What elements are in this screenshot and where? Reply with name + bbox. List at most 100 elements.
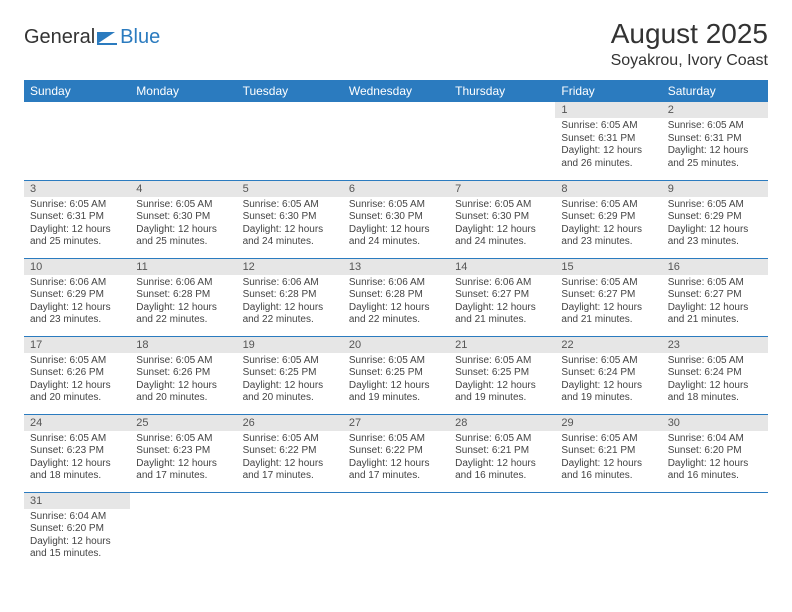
calendar-row: 3Sunrise: 6:05 AMSunset: 6:31 PMDaylight… (24, 180, 768, 258)
day-number: 8 (555, 181, 661, 197)
weekday-header: Monday (130, 80, 236, 102)
day-number: 11 (130, 259, 236, 275)
day-sunset: Sunset: 6:27 PM (668, 289, 762, 302)
day-sunrise: Sunrise: 6:04 AM (668, 433, 762, 446)
day-details: Sunrise: 6:06 AMSunset: 6:28 PMDaylight:… (343, 275, 449, 331)
calendar-cell: 31Sunrise: 6:04 AMSunset: 6:20 PMDayligh… (24, 492, 130, 570)
day-day2: and 22 minutes. (136, 314, 230, 327)
day-day1: Daylight: 12 hours (455, 302, 549, 315)
calendar-cell: 24Sunrise: 6:05 AMSunset: 6:23 PMDayligh… (24, 414, 130, 492)
day-day1: Daylight: 12 hours (349, 458, 443, 471)
day-day2: and 20 minutes. (243, 392, 337, 405)
day-details: Sunrise: 6:05 AMSunset: 6:25 PMDaylight:… (449, 353, 555, 409)
day-day1: Daylight: 12 hours (136, 458, 230, 471)
day-day1: Daylight: 12 hours (30, 380, 124, 393)
day-day2: and 17 minutes. (243, 470, 337, 483)
day-details: Sunrise: 6:05 AMSunset: 6:25 PMDaylight:… (237, 353, 343, 409)
day-day2: and 24 minutes. (349, 236, 443, 249)
calendar-cell: 23Sunrise: 6:05 AMSunset: 6:24 PMDayligh… (662, 336, 768, 414)
day-day1: Daylight: 12 hours (455, 224, 549, 237)
weekday-header: Sunday (24, 80, 130, 102)
day-details: Sunrise: 6:05 AMSunset: 6:30 PMDaylight:… (237, 197, 343, 253)
day-day1: Daylight: 12 hours (455, 458, 549, 471)
day-day2: and 21 minutes. (668, 314, 762, 327)
calendar-cell: 29Sunrise: 6:05 AMSunset: 6:21 PMDayligh… (555, 414, 661, 492)
calendar-cell: 28Sunrise: 6:05 AMSunset: 6:21 PMDayligh… (449, 414, 555, 492)
day-number: 24 (24, 415, 130, 431)
day-sunrise: Sunrise: 6:05 AM (455, 433, 549, 446)
day-sunrise: Sunrise: 6:06 AM (30, 277, 124, 290)
day-day1: Daylight: 12 hours (349, 380, 443, 393)
logo: General Blue (24, 18, 160, 49)
day-day1: Daylight: 12 hours (561, 302, 655, 315)
day-day1: Daylight: 12 hours (30, 302, 124, 315)
day-sunrise: Sunrise: 6:05 AM (349, 199, 443, 212)
day-details: Sunrise: 6:06 AMSunset: 6:28 PMDaylight:… (130, 275, 236, 331)
day-sunrise: Sunrise: 6:05 AM (668, 120, 762, 133)
calendar-cell (237, 102, 343, 180)
calendar-cell: 12Sunrise: 6:06 AMSunset: 6:28 PMDayligh… (237, 258, 343, 336)
calendar-cell: 20Sunrise: 6:05 AMSunset: 6:25 PMDayligh… (343, 336, 449, 414)
day-sunrise: Sunrise: 6:05 AM (30, 355, 124, 368)
day-sunset: Sunset: 6:25 PM (243, 367, 337, 380)
day-sunset: Sunset: 6:24 PM (668, 367, 762, 380)
day-day2: and 16 minutes. (668, 470, 762, 483)
day-details: Sunrise: 6:06 AMSunset: 6:27 PMDaylight:… (449, 275, 555, 331)
day-day1: Daylight: 12 hours (668, 145, 762, 158)
day-sunset: Sunset: 6:30 PM (349, 211, 443, 224)
day-number: 30 (662, 415, 768, 431)
day-number: 14 (449, 259, 555, 275)
calendar-cell: 4Sunrise: 6:05 AMSunset: 6:30 PMDaylight… (130, 180, 236, 258)
calendar-cell: 14Sunrise: 6:06 AMSunset: 6:27 PMDayligh… (449, 258, 555, 336)
day-day1: Daylight: 12 hours (668, 458, 762, 471)
weekday-header: Friday (555, 80, 661, 102)
day-sunset: Sunset: 6:26 PM (30, 367, 124, 380)
calendar-cell (555, 492, 661, 570)
day-number: 7 (449, 181, 555, 197)
day-number: 16 (662, 259, 768, 275)
day-details: Sunrise: 6:05 AMSunset: 6:27 PMDaylight:… (555, 275, 661, 331)
calendar-cell: 13Sunrise: 6:06 AMSunset: 6:28 PMDayligh… (343, 258, 449, 336)
day-sunrise: Sunrise: 6:05 AM (243, 199, 337, 212)
day-day2: and 19 minutes. (349, 392, 443, 405)
day-day1: Daylight: 12 hours (668, 302, 762, 315)
day-number: 4 (130, 181, 236, 197)
calendar-cell: 9Sunrise: 6:05 AMSunset: 6:29 PMDaylight… (662, 180, 768, 258)
day-details: Sunrise: 6:05 AMSunset: 6:21 PMDaylight:… (449, 431, 555, 487)
day-sunset: Sunset: 6:30 PM (136, 211, 230, 224)
day-details: Sunrise: 6:05 AMSunset: 6:25 PMDaylight:… (343, 353, 449, 409)
day-day1: Daylight: 12 hours (561, 458, 655, 471)
logo-text-2: Blue (120, 26, 160, 49)
calendar-row: 31Sunrise: 6:04 AMSunset: 6:20 PMDayligh… (24, 492, 768, 570)
day-day2: and 26 minutes. (561, 158, 655, 171)
calendar-cell: 26Sunrise: 6:05 AMSunset: 6:22 PMDayligh… (237, 414, 343, 492)
calendar-table: Sunday Monday Tuesday Wednesday Thursday… (24, 80, 768, 570)
day-sunset: Sunset: 6:28 PM (136, 289, 230, 302)
day-day1: Daylight: 12 hours (668, 380, 762, 393)
calendar-cell: 17Sunrise: 6:05 AMSunset: 6:26 PMDayligh… (24, 336, 130, 414)
calendar-page: General Blue August 2025 Soyakrou, Ivory… (0, 0, 792, 588)
day-number: 6 (343, 181, 449, 197)
calendar-row: 1Sunrise: 6:05 AMSunset: 6:31 PMDaylight… (24, 102, 768, 180)
day-details: Sunrise: 6:05 AMSunset: 6:30 PMDaylight:… (130, 197, 236, 253)
day-sunrise: Sunrise: 6:05 AM (668, 199, 762, 212)
day-sunrise: Sunrise: 6:05 AM (561, 355, 655, 368)
day-sunset: Sunset: 6:25 PM (455, 367, 549, 380)
day-day2: and 22 minutes. (349, 314, 443, 327)
day-sunset: Sunset: 6:27 PM (455, 289, 549, 302)
day-day2: and 25 minutes. (668, 158, 762, 171)
day-day1: Daylight: 12 hours (668, 224, 762, 237)
day-sunrise: Sunrise: 6:05 AM (668, 277, 762, 290)
day-day1: Daylight: 12 hours (561, 380, 655, 393)
calendar-cell (343, 102, 449, 180)
day-day1: Daylight: 12 hours (243, 302, 337, 315)
day-sunrise: Sunrise: 6:05 AM (136, 355, 230, 368)
title-block: August 2025 Soyakrou, Ivory Coast (611, 18, 768, 70)
day-details: Sunrise: 6:05 AMSunset: 6:29 PMDaylight:… (555, 197, 661, 253)
calendar-head: Sunday Monday Tuesday Wednesday Thursday… (24, 80, 768, 102)
day-day2: and 21 minutes. (455, 314, 549, 327)
weekday-header: Thursday (449, 80, 555, 102)
month-title: August 2025 (611, 18, 768, 50)
day-day1: Daylight: 12 hours (136, 302, 230, 315)
day-number: 22 (555, 337, 661, 353)
